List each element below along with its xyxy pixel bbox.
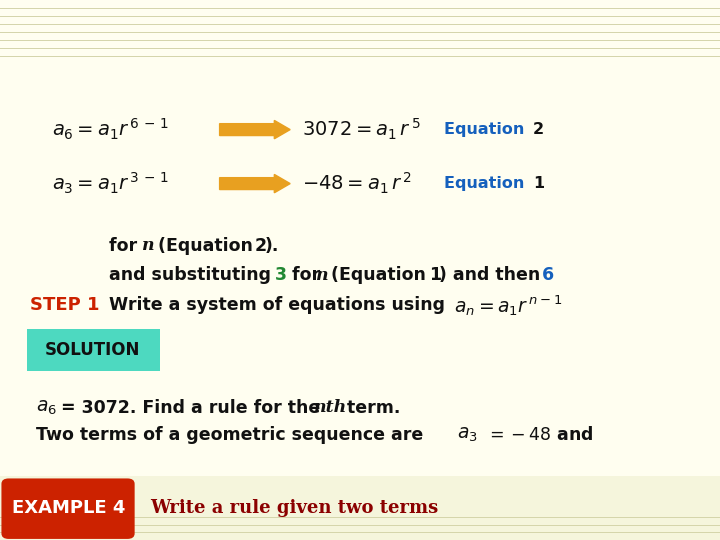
- Text: nth: nth: [313, 399, 346, 416]
- Text: EXAMPLE 4: EXAMPLE 4: [12, 498, 125, 517]
- Text: = 3072. Find a rule for the: = 3072. Find a rule for the: [61, 399, 326, 417]
- Text: Equation: Equation: [444, 122, 529, 137]
- Text: ) and then: ) and then: [439, 266, 546, 285]
- Text: $a_6$: $a_6$: [36, 399, 57, 417]
- Text: 3: 3: [275, 266, 287, 285]
- Text: (Equation: (Equation: [325, 266, 432, 285]
- Text: SOLUTION: SOLUTION: [45, 341, 140, 359]
- Text: Write a system of equations using: Write a system of equations using: [109, 296, 451, 314]
- FancyBboxPatch shape: [27, 329, 160, 371]
- FancyArrow shape: [220, 174, 290, 193]
- Text: 1: 1: [429, 266, 441, 285]
- Text: for: for: [286, 266, 326, 285]
- Text: Equation: Equation: [444, 176, 529, 191]
- Text: 2: 2: [533, 122, 544, 137]
- Text: $a_3 = a_1 r\,^{3\,-\,1}$: $a_3 = a_1 r\,^{3\,-\,1}$: [52, 171, 168, 196]
- Text: term.: term.: [341, 399, 400, 417]
- Bar: [0, 0, 720, 476]
- Text: Write a rule given two terms: Write a rule given two terms: [150, 498, 438, 517]
- Bar: [0, 476, 720, 540]
- Text: n: n: [315, 267, 328, 284]
- FancyBboxPatch shape: [1, 478, 135, 539]
- Text: 1: 1: [533, 176, 544, 191]
- Text: Two terms of a geometric sequence are: Two terms of a geometric sequence are: [36, 426, 429, 444]
- Text: $-48 = a_1\, r\,^{2}$: $-48 = a_1\, r\,^{2}$: [302, 171, 413, 196]
- Text: $a_6 = a_1 r\,^{6\,-\,1}$: $a_6 = a_1 r\,^{6\,-\,1}$: [52, 117, 168, 142]
- Text: n: n: [141, 237, 154, 254]
- Text: for: for: [109, 237, 143, 255]
- Text: 6: 6: [541, 266, 554, 285]
- Text: $a_n = a_1r\,^{n-1}$: $a_n = a_1r\,^{n-1}$: [454, 293, 562, 318]
- Text: 2: 2: [255, 237, 267, 255]
- Text: ).: ).: [265, 237, 279, 255]
- Text: and substituting: and substituting: [109, 266, 277, 285]
- Text: $3072 = a_1\, r\,^{5}$: $3072 = a_1\, r\,^{5}$: [302, 117, 421, 142]
- Text: STEP 1: STEP 1: [30, 296, 100, 314]
- FancyArrow shape: [220, 120, 290, 139]
- Text: $= -48$ and: $= -48$ and: [480, 426, 594, 444]
- Text: (Equation: (Equation: [152, 237, 258, 255]
- Text: $a_3$: $a_3$: [457, 426, 478, 444]
